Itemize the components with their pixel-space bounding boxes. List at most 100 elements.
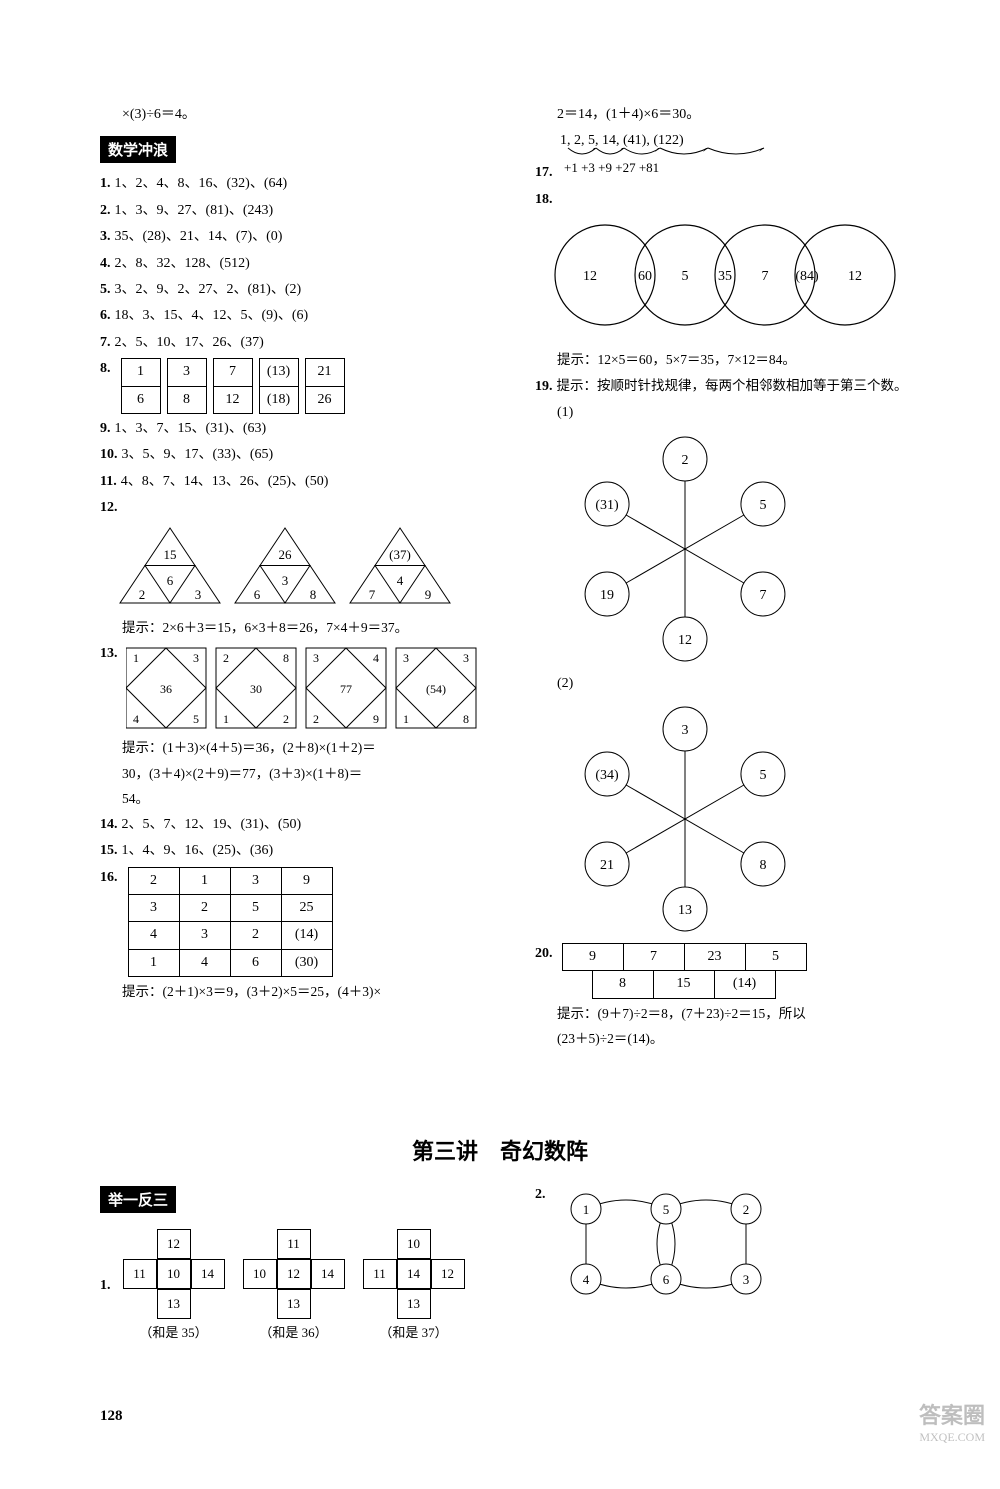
q16-table: 213932525432(14)146(30) [128, 867, 333, 978]
svg-text:4: 4 [133, 712, 139, 726]
svg-text:2: 2 [283, 712, 289, 726]
q13-hint: 30，(3＋4)×(2＋9)＝77，(3＋3)×(1＋8)＝ [100, 763, 505, 785]
chapter-title: 第三讲 奇幻数阵 [0, 1134, 1000, 1166]
answer-text: 1、3、7、15、(31)、(63) [115, 421, 267, 436]
svg-text:9: 9 [425, 587, 432, 602]
svg-text:77: 77 [340, 682, 352, 696]
svg-text:6: 6 [662, 1272, 669, 1287]
watermark: 答案圈 MXQE.COM [919, 1398, 985, 1445]
svg-text:3: 3 [195, 587, 202, 602]
svg-text:13: 13 [678, 903, 692, 918]
svg-text:2: 2 [139, 587, 146, 602]
q-num: 16. [100, 867, 118, 889]
svg-text:7: 7 [762, 269, 769, 284]
q19-star-2: 3581321(34) [535, 699, 835, 939]
page-number: 128 [0, 1408, 1000, 1455]
svg-text:8: 8 [463, 712, 469, 726]
answer-text: 2、5、7、12、19、(31)、(50) [122, 817, 302, 832]
q19-label: (2) [535, 673, 940, 695]
answer-text: 1、3、9、27、(81)、(243) [115, 203, 274, 218]
svg-text:12: 12 [848, 269, 862, 284]
q-num: 6. [100, 308, 111, 323]
svg-text:60: 60 [638, 269, 652, 284]
svg-text:5: 5 [662, 1202, 669, 1217]
q-num: 9. [100, 421, 111, 436]
cross-grids: 1211101413（和是 35）1110121413（和是 36）101114… [123, 1229, 465, 1344]
q-num: 3. [100, 229, 111, 244]
q19-text: 提示：按顺时针找规律，每两个相邻数相加等于第三个数。 [557, 378, 908, 393]
q12-triangles: 1562326368(37)479 [100, 523, 460, 613]
svg-text:7: 7 [759, 588, 766, 603]
svg-text:1: 1 [223, 712, 229, 726]
q12-hint: 提示：2×6＋3＝15，6×3＋8＝26，7×4＋9＝37。 [100, 617, 505, 639]
svg-text:5: 5 [682, 269, 689, 284]
q18-circles: 12605357(84)12 [535, 215, 915, 345]
q17-sequence: 1, 2, 5, 14, (41), (122) +1 +3 +9 +27 +81 [560, 130, 820, 176]
svg-text:5: 5 [193, 712, 199, 726]
svg-text:3: 3 [742, 1272, 749, 1287]
svg-text:3: 3 [463, 651, 469, 665]
svg-text:3: 3 [282, 573, 289, 588]
q-num: 17. [535, 165, 553, 180]
q-num: 8. [100, 358, 111, 380]
svg-text:8: 8 [310, 587, 317, 602]
svg-text:(34): (34) [595, 768, 619, 783]
svg-text:1, 2, 5, 14, (41), (122): 1, 2, 5, 14, (41), (122) [560, 133, 684, 148]
svg-text:2: 2 [742, 1202, 749, 1217]
answer-text: 18、3、15、4、12、5、(9)、(6) [115, 308, 309, 323]
svg-text:1: 1 [403, 712, 409, 726]
q-num: 15. [100, 843, 118, 858]
svg-text:4: 4 [373, 651, 379, 665]
svg-text:30: 30 [250, 682, 262, 696]
svg-text:6: 6 [254, 587, 261, 602]
svg-text:12: 12 [678, 633, 692, 648]
answer-text: 35、(28)、21、14、(7)、(0) [115, 229, 283, 244]
svg-text:(84): (84) [795, 269, 819, 284]
svg-text:3: 3 [313, 651, 319, 665]
svg-text:9: 9 [373, 712, 379, 726]
q8-boxes: 1638712(13)(18)2126 [121, 358, 345, 414]
q-num: 4. [100, 256, 111, 271]
svg-text:21: 21 [600, 858, 614, 873]
svg-text:2: 2 [682, 453, 689, 468]
continuation-text: 2＝14，(1＋4)×6＝30。 [535, 104, 940, 126]
q-num: 11. [100, 474, 117, 489]
q-num: 1. [100, 1275, 111, 1297]
svg-text:5: 5 [759, 498, 766, 513]
svg-text:1: 1 [133, 651, 139, 665]
answer-text: 2、8、32、128、(512) [115, 256, 250, 271]
svg-text:(37): (37) [389, 547, 411, 562]
q18-hint: 提示：12×5＝60，5×7＝35，7×12＝84。 [535, 349, 940, 371]
q20-hint: 提示：(9＋7)÷2＝8，(7＋23)÷2＝15，所以 [535, 1003, 940, 1025]
svg-text:26: 26 [279, 547, 293, 562]
q13-hint: 54。 [100, 788, 505, 810]
svg-text:+1 +3 +9 +27 +81: +1 +3 +9 +27 +81 [564, 160, 659, 175]
svg-text:36: 36 [160, 682, 172, 696]
answer-text: 1、2、4、8、16、(32)、(64) [115, 176, 288, 191]
svg-text:7: 7 [369, 587, 376, 602]
q-num: 7. [100, 335, 111, 350]
svg-text:(54): (54) [426, 682, 446, 696]
q-num: 19. [535, 379, 553, 394]
answer-text: 2、5、10、17、26、(37) [115, 335, 264, 350]
svg-text:8: 8 [759, 858, 766, 873]
q19-label: (1) [535, 402, 940, 424]
answer-text: 1、4、9、16、(25)、(36) [122, 843, 274, 858]
q-num: 14. [100, 817, 118, 832]
svg-text:4: 4 [397, 573, 404, 588]
q2b-graph: 152463 [556, 1184, 776, 1304]
q13-hint: 提示：(1＋3)×(4＋5)＝36，(2＋8)×(1＋2)＝ [100, 737, 505, 759]
svg-text:35: 35 [718, 269, 732, 284]
q-num: 12. [100, 500, 118, 515]
svg-text:8: 8 [283, 651, 289, 665]
svg-text:15: 15 [164, 547, 177, 562]
q-num: 20. [535, 943, 553, 965]
svg-text:3: 3 [403, 651, 409, 665]
q-num: 2. [100, 203, 111, 218]
q-num: 1. [100, 176, 111, 191]
svg-text:4: 4 [582, 1272, 589, 1287]
section-heading-infer: 举一反三 [100, 1186, 176, 1213]
q19-star-1: 2571219(31) [535, 429, 835, 669]
svg-text:3: 3 [682, 723, 689, 738]
section-heading-surf: 数学冲浪 [100, 136, 176, 163]
